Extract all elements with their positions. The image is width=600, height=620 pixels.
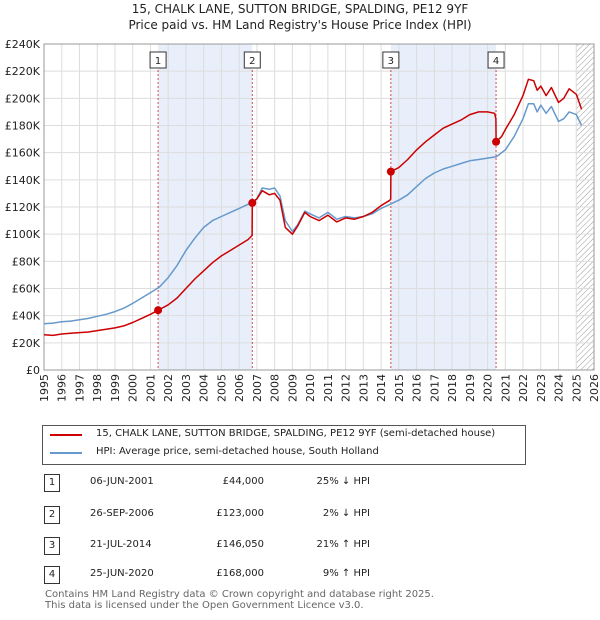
x-tick-label: 2016 [411, 374, 424, 402]
row-hpi: 2% ↓ HPI [322, 508, 370, 519]
y-tick-label: £220K [5, 65, 41, 78]
marker-label-1: 1 [155, 56, 161, 67]
y-tick-label: £160K [5, 147, 41, 160]
footer: Contains HM Land Registry data © Crown c… [45, 589, 434, 611]
y-tick-label: £120K [5, 201, 41, 214]
footer-copyright: Contains HM Land Registry data © Crown c… [45, 589, 434, 600]
row-badge: 3 [44, 537, 60, 555]
legend-swatch-hpi [50, 452, 82, 454]
footer-license: This data is licensed under the Open Gov… [45, 600, 364, 611]
x-tick-label: 2013 [357, 374, 370, 402]
legend-label-property: 15, CHALK LANE, SUTTON BRIDGE, SPALDING,… [96, 428, 496, 439]
y-tick-label: £100K [5, 228, 41, 241]
sale-point-4 [492, 137, 501, 146]
legend-swatch-property [50, 434, 82, 436]
table-row: 2 26-SEP-2006 £123,000 2% ↓ HPI [0, 506, 600, 526]
x-tick-label: 2004 [198, 374, 211, 402]
x-tick-label: 2017 [428, 374, 441, 402]
row-badge: 4 [44, 566, 60, 584]
x-tick-label: 2002 [162, 374, 175, 402]
price-chart: £0 £20K £40K £60K £80K £100K £120K £140K £160K £1… [5, 38, 600, 402]
y-tick-label: £40K [12, 310, 41, 323]
x-tick-label: 2026 [588, 374, 600, 402]
x-tick-label: 2019 [464, 374, 477, 402]
marker-box-1 [149, 51, 167, 69]
marker-box-3 [382, 51, 400, 69]
legend-label-hpi: HPI: Average price, semi-detached house,… [96, 446, 379, 457]
x-tick-label: 2022 [517, 374, 530, 402]
marker-label-2: 2 [249, 56, 255, 67]
marker-label-3: 3 [388, 56, 394, 67]
x-tick-label: 2006 [233, 374, 246, 402]
chart-legend: 15, CHALK LANE, SUTTON BRIDGE, SPALDING,… [42, 425, 526, 465]
x-tick-label: 2024 [553, 374, 566, 402]
x-tick-label: 2012 [340, 374, 353, 402]
marker-label-4: 4 [493, 56, 499, 67]
row-date: 21-JUL-2014 [90, 539, 152, 550]
y-tick-label: £20K [12, 337, 41, 350]
x-tick-label: 1998 [91, 374, 104, 402]
row-hpi: 9% ↑ HPI [322, 568, 370, 579]
row-price: £44,000 [222, 476, 264, 487]
x-tick-label: 1995 [38, 374, 51, 402]
row-hpi: 25% ↓ HPI [316, 476, 370, 487]
row-price: £168,000 [216, 568, 264, 579]
marker-box-4 [487, 51, 505, 69]
x-tick-label: 2014 [375, 374, 388, 402]
row-hpi: 21% ↑ HPI [316, 539, 370, 550]
marker-box-2 [243, 51, 261, 69]
row-price: £123,000 [216, 508, 264, 519]
chart-title-line2: Price paid vs. HM Land Registry's House … [128, 18, 472, 32]
y-tick-label: £240K [5, 38, 41, 51]
x-tick-label: 2003 [180, 374, 193, 402]
chart-title-line1: 15, CHALK LANE, SUTTON BRIDGE, SPALDING,… [131, 2, 469, 16]
x-tick-label: 2015 [393, 374, 406, 402]
x-tick-label: 2018 [446, 374, 459, 402]
table-row: 3 21-JUL-2014 £146,050 21% ↑ HPI [0, 537, 600, 557]
row-date: 25-JUN-2020 [90, 568, 154, 579]
y-tick-label: £60K [12, 283, 41, 296]
y-tick-label: £80K [12, 255, 41, 268]
x-tick-label: 1997 [73, 374, 86, 402]
x-tick-label: 2009 [286, 374, 299, 402]
x-tick-label: 2001 [144, 374, 157, 402]
sale-point-3 [386, 167, 395, 176]
x-tick-label: 1999 [109, 374, 122, 402]
x-tick-label: 2025 [570, 374, 583, 402]
plot-frame [43, 43, 595, 371]
x-tick-label: 2023 [535, 374, 548, 402]
row-date: 06-JUN-2001 [90, 476, 154, 487]
x-tick-label: 2011 [322, 374, 335, 402]
sale-point-2 [248, 198, 257, 207]
sale-point-1 [154, 306, 163, 315]
x-tick-label: 1996 [56, 374, 69, 402]
x-tick-label: 2021 [499, 374, 512, 402]
x-tick-label: 2005 [215, 374, 228, 402]
x-tick-label: 2007 [251, 374, 264, 402]
y-tick-label: £180K [5, 120, 41, 133]
row-badge: 1 [44, 474, 60, 492]
x-tick-label: 2008 [269, 374, 282, 402]
row-date: 26-SEP-2006 [90, 508, 154, 519]
y-tick-label: £200K [5, 92, 41, 105]
y-tick-label: £0 [26, 364, 40, 377]
x-tick-label: 2000 [127, 374, 140, 402]
row-badge: 2 [44, 506, 60, 524]
x-tick-label: 2010 [304, 374, 317, 402]
table-row: 4 25-JUN-2020 £168,000 9% ↑ HPI [0, 566, 600, 586]
series-line-hpi [43, 103, 583, 325]
x-tick-label: 2020 [482, 374, 495, 402]
table-row: 1 06-JUN-2001 £44,000 25% ↓ HPI [0, 474, 600, 494]
row-price: £146,050 [216, 539, 264, 550]
y-tick-label: £140K [5, 174, 41, 187]
